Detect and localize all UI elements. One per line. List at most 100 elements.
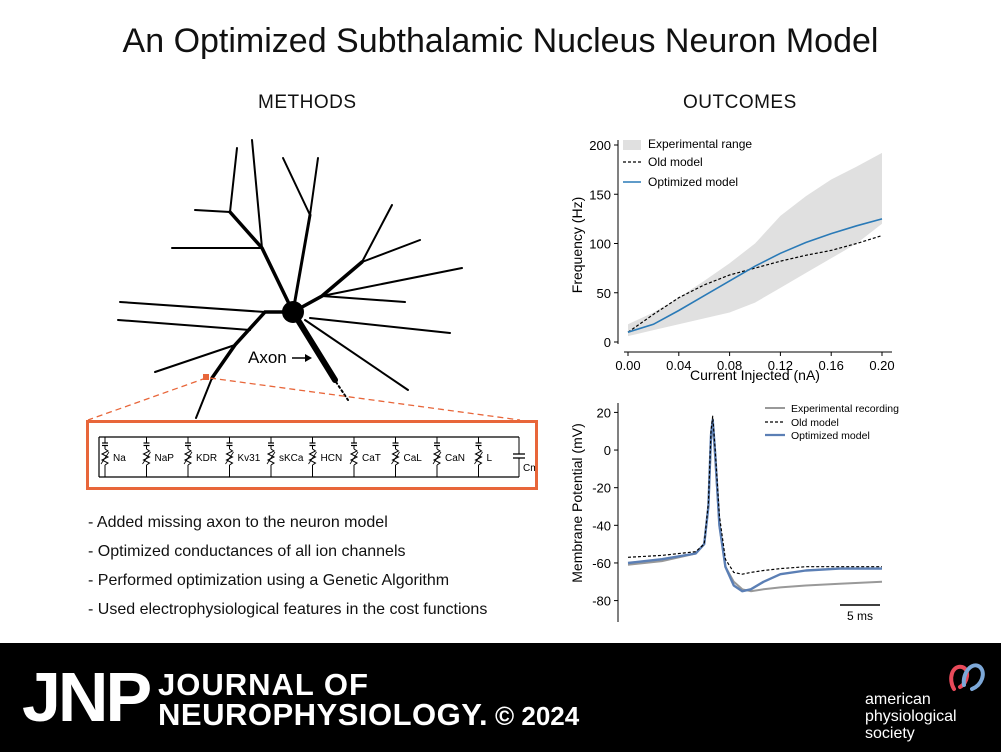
footer: JNP JOURNAL OF NEUROPHYSIOLOGY. © 2024 a… [0,643,1001,752]
dendrite-branch [229,147,238,213]
experimental-recording-trace [627,420,883,593]
channel-branch: CaL [391,437,423,477]
legend-label-exp: Experimental recording [791,403,899,415]
y-tick-label: -80 [592,594,611,609]
channel-branch: sKCa [266,437,304,477]
x-tick-label: 0.16 [819,358,844,373]
x-tick-label: 0.00 [615,358,640,373]
dendrite-branch [119,301,266,313]
x-tick-label: 0.08 [717,358,742,373]
axon-arrow-head [305,354,312,362]
channel-label: CaT [362,453,381,464]
outcomes-heading: OUTCOMES [683,92,797,113]
legend-label-old: Old model [791,417,839,429]
bullet-item: - Used electrophysiological features in … [88,601,488,618]
freq-ylabel: Frequency (Hz) [569,197,585,293]
zoom-marker [203,374,209,380]
y-tick-label: 200 [589,138,611,153]
dendrite-branch [282,157,311,216]
dendrite-branch [321,267,463,297]
axon-dotted [335,381,349,401]
journal-name-line1: JOURNAL OF [158,667,369,702]
channel-branch: HCN [308,437,343,477]
axon [290,309,338,383]
experimental-range-band [628,152,882,337]
channel-label: sKCa [279,453,304,464]
channel-branch: KDR [183,437,217,477]
bullet-item: - Performed optimization using a Genetic… [88,572,450,589]
dendrite [291,213,312,314]
circuit-diagram: Na NaP KDR Kv31 sKCa HCN CaT CaL CaN L Cm [98,436,535,478]
vm-ylabel: Membrane Potential (mV) [569,423,585,583]
x-tick-label: 0.12 [768,358,793,373]
dendrite-branch [361,239,421,263]
channel-label: Cm [523,463,535,474]
dendrite-branch [321,295,406,303]
dendrite-branch [309,317,451,334]
page-title: An Optimized Subthalamic Nucleus Neuron … [122,22,879,60]
y-tick-label: 150 [589,187,611,202]
legend-label-optimized: Optimized model [791,430,870,442]
y-tick-label: 50 [597,286,611,301]
methods-heading: METHODS [258,92,357,113]
membrane-potential-chart: 200-20-40-60-80 Membrane Potential (mV) … [569,403,899,623]
freq-legend: Experimental range Old model Optimized m… [623,137,752,189]
dendrite-branch [194,209,231,213]
dendrite-branch [361,204,393,263]
y-tick-label: -40 [592,518,611,533]
dendrite [291,260,364,314]
circuit-box: Na NaP KDR Kv31 sKCa HCN CaT CaL CaN L Cm [86,420,538,490]
neuron-diagram: Axon [87,139,521,420]
aps-line: society [865,725,915,742]
channel-label: CaN [445,453,465,464]
channel-branch: Na [100,437,126,477]
aps-name: american physiological society [865,691,957,742]
optimized-model-line [627,218,883,333]
bullet-item: - Added missing axon to the neuron model [88,514,388,531]
vm-legend: Experimental recording Old model Optimiz… [765,403,899,442]
x-tick-label: 0.04 [666,358,691,373]
bullet-item: - Optimized conductances of all ion chan… [88,543,406,560]
dendrite [228,210,295,314]
zoom-guide-right [209,377,521,420]
capacitor-branch: Cm [513,437,535,477]
frequency-chart: 0 50 100 150 200 0.00 0.04 0.08 0.12 0.16 0.20 Fre… [569,137,895,383]
soma [282,301,304,323]
axon-label: Axon [248,348,287,367]
legend-swatch-range [623,140,641,150]
channel-label: CaL [404,453,423,464]
freq-xlabel: Current Injected (nA) [690,367,820,383]
y-tick-label: -60 [592,556,611,571]
channel-branch: CaT [349,437,381,477]
x-tick-label: 0.20 [869,358,894,373]
dendrite-branch [117,319,251,331]
aps-line: american [865,691,931,708]
old-model-line [627,235,883,333]
channel-label: Kv31 [238,453,261,464]
methods-bullets: - Added missing axon to the neuron model… [88,512,487,628]
channel-branch: L [474,437,493,477]
copyright: © 2024 [495,701,580,731]
legend-label-old: Old model [648,155,703,169]
channel-branch: NaP [142,437,175,477]
legend-label-optimized: Optimized model [648,175,738,189]
channel-label: NaP [155,453,175,464]
channel-label: Na [113,453,126,464]
legend-label-range: Experimental range [648,137,752,151]
dendrite-branch [251,139,263,249]
aps-line: physiological [865,708,957,725]
channel-label: KDR [196,453,217,464]
dendrite-branch [309,157,319,216]
old-model-trace [627,415,882,575]
y-tick-label: 100 [589,237,611,252]
dendrite-branch [195,377,213,419]
aps-logo-icon [949,663,985,691]
y-tick-label: 20 [597,405,611,420]
channel-label: L [487,453,493,464]
optimized-model-trace [627,418,882,593]
channel-label: HCN [321,453,343,464]
y-tick-label: -20 [592,481,611,496]
jnp-logo: JNP [22,658,152,736]
dendrite-branch [304,319,409,391]
dendrite [210,310,295,380]
